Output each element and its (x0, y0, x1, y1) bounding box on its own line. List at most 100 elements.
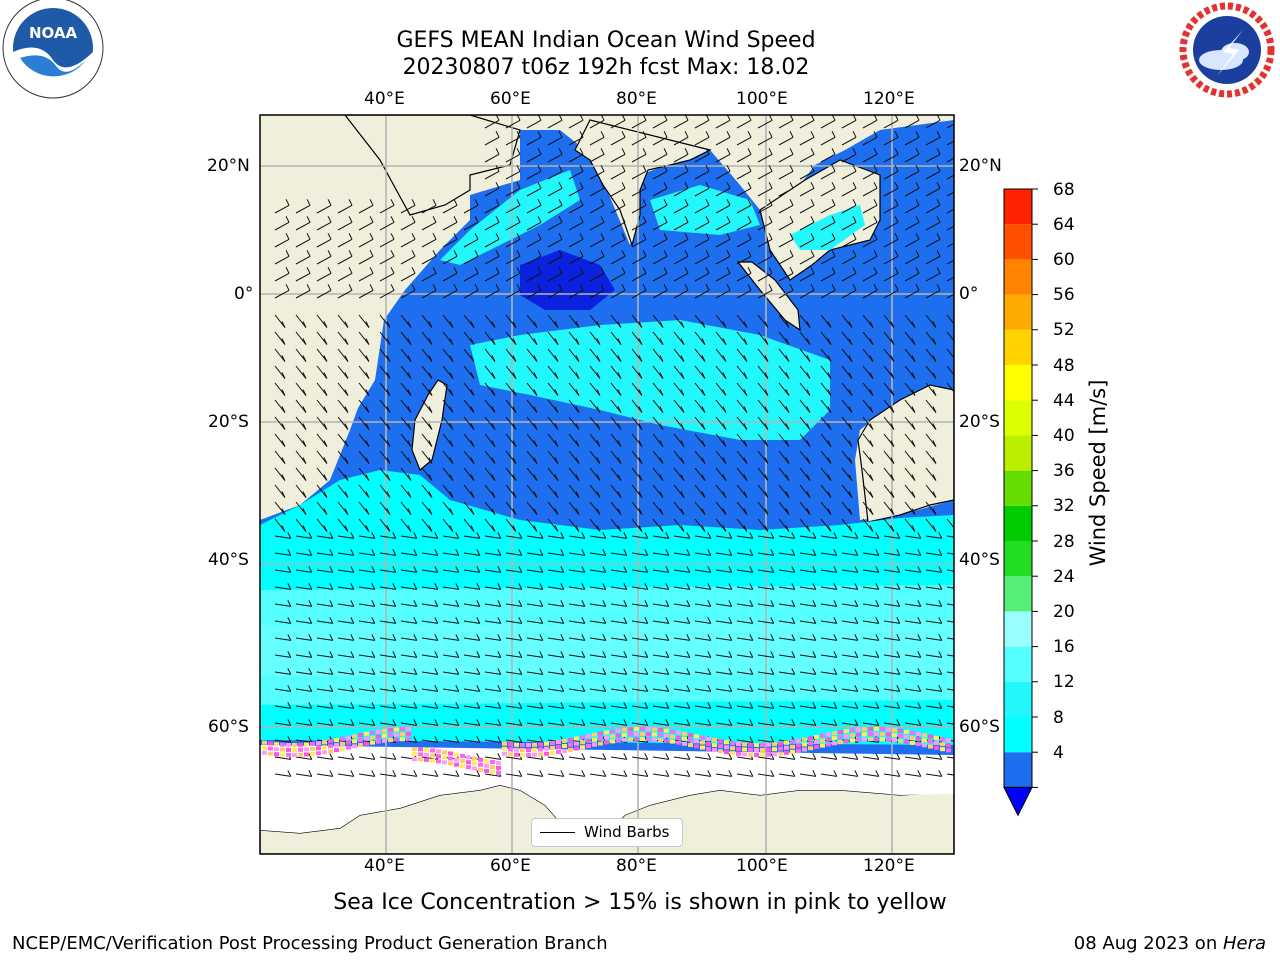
wind-barb-flag (371, 549, 376, 556)
wind-barb-flag (344, 457, 349, 464)
wind-barb (568, 569, 585, 573)
wind-barb (862, 170, 878, 180)
wind-barb (946, 552, 954, 555)
wind-barb (295, 382, 307, 396)
wind-barb-flag (728, 685, 733, 692)
wind-barb (883, 586, 900, 590)
wind-barb-flag (575, 457, 580, 464)
wind-barb-flag (449, 372, 454, 379)
wind-barb-flag (659, 491, 664, 498)
wind-barb (379, 603, 396, 607)
wind-barb (463, 739, 480, 743)
sea-ice-cell (280, 752, 285, 757)
wind-barb (883, 484, 895, 498)
wind-barb (862, 289, 878, 299)
wind-barb-flag (749, 668, 754, 675)
wind-barb (547, 272, 563, 282)
wind-barb (736, 238, 752, 248)
wind-barb-flag (617, 406, 622, 413)
wind-barb-flag (854, 549, 859, 556)
wind-barb-flag (371, 634, 376, 641)
wind-barb (820, 637, 837, 641)
sea-ice-cell (844, 739, 849, 744)
wind-barb (316, 365, 328, 379)
wind-barb-flag (686, 770, 691, 777)
wind-barb (421, 552, 438, 556)
wind-barb (526, 586, 543, 590)
sea-ice-cell (262, 745, 267, 750)
wind-barb-flag (344, 338, 349, 345)
sea-ice-cell (628, 737, 633, 742)
wind-barb-flag (768, 131, 773, 138)
wind-barb-flag (306, 267, 311, 274)
wind-barb (568, 136, 584, 146)
wind-barb (631, 399, 643, 413)
wind-barb (337, 450, 349, 464)
wind-barb-flag (791, 566, 796, 573)
wind-barb (610, 255, 626, 265)
wind-barb-flag (749, 685, 754, 692)
wind-barb-flag (449, 389, 454, 396)
wind-barb (421, 739, 438, 743)
wind-barb (421, 671, 438, 675)
wind-barb-flag (789, 165, 794, 172)
wind-barb-flag (644, 532, 649, 539)
wind-barb (547, 467, 559, 481)
wind-barb-flag (644, 719, 649, 726)
wind-barb (841, 603, 858, 607)
wind-barb-flag (833, 702, 838, 709)
wind-barb (379, 688, 396, 692)
wind-barb (526, 671, 543, 675)
wind-barb-flag (617, 423, 622, 430)
wind-barb-flag (470, 440, 475, 447)
wind-barb-flag (428, 355, 433, 362)
wind-barb-flag (453, 284, 458, 291)
wind-barb (400, 501, 412, 515)
wind-barb-flag (705, 165, 710, 172)
wind-barb-flag (768, 250, 773, 257)
wind-barb-flag (701, 355, 706, 362)
wind-barb (400, 773, 417, 777)
wind-barb-flag (833, 668, 838, 675)
wind-barb-flag (722, 423, 727, 430)
wind-barb (778, 136, 794, 146)
sea-ice-cell (646, 727, 651, 732)
sea-ice-cell (262, 750, 267, 755)
wind-barb (631, 204, 647, 214)
wind-barb (652, 348, 664, 362)
sea-ice-cell (664, 728, 669, 733)
wind-barb-flag (659, 372, 664, 379)
wind-barb (316, 204, 332, 214)
wind-barb (736, 501, 748, 515)
sea-ice-cell (682, 731, 687, 736)
wind-barb-flag (329, 753, 334, 760)
sea-ice-cell (844, 729, 849, 734)
wind-barb-flag (875, 702, 880, 709)
wind-barb (631, 416, 643, 430)
sea-ice-cell (880, 727, 885, 732)
wind-barb-flag (623, 617, 628, 624)
wind-barb-flag (518, 702, 523, 709)
wind-barb-flag (960, 685, 963, 691)
wind-barb-flag (644, 702, 649, 709)
wind-barb (568, 187, 584, 197)
wind-barb (904, 255, 920, 265)
wind-barb (568, 450, 580, 464)
wind-barb (757, 272, 773, 282)
wind-barb (631, 484, 643, 498)
sea-ice-cell (466, 760, 471, 765)
sea-ice-cell (538, 752, 543, 757)
wind-barb (463, 688, 480, 692)
wind-barb-flag (344, 474, 349, 481)
wind-barb (694, 501, 706, 515)
sea-ice-cell (706, 746, 711, 751)
wind-barb (568, 722, 585, 726)
wind-barb-flag (392, 685, 397, 692)
sea-ice-cell (658, 732, 663, 737)
wind-barb-flag (848, 423, 853, 430)
wind-barb-flag (848, 440, 853, 447)
wind-barb (820, 170, 836, 180)
wind-barb (337, 204, 353, 214)
wind-barb-flag (581, 566, 586, 573)
wind-barb-flag (644, 566, 649, 573)
